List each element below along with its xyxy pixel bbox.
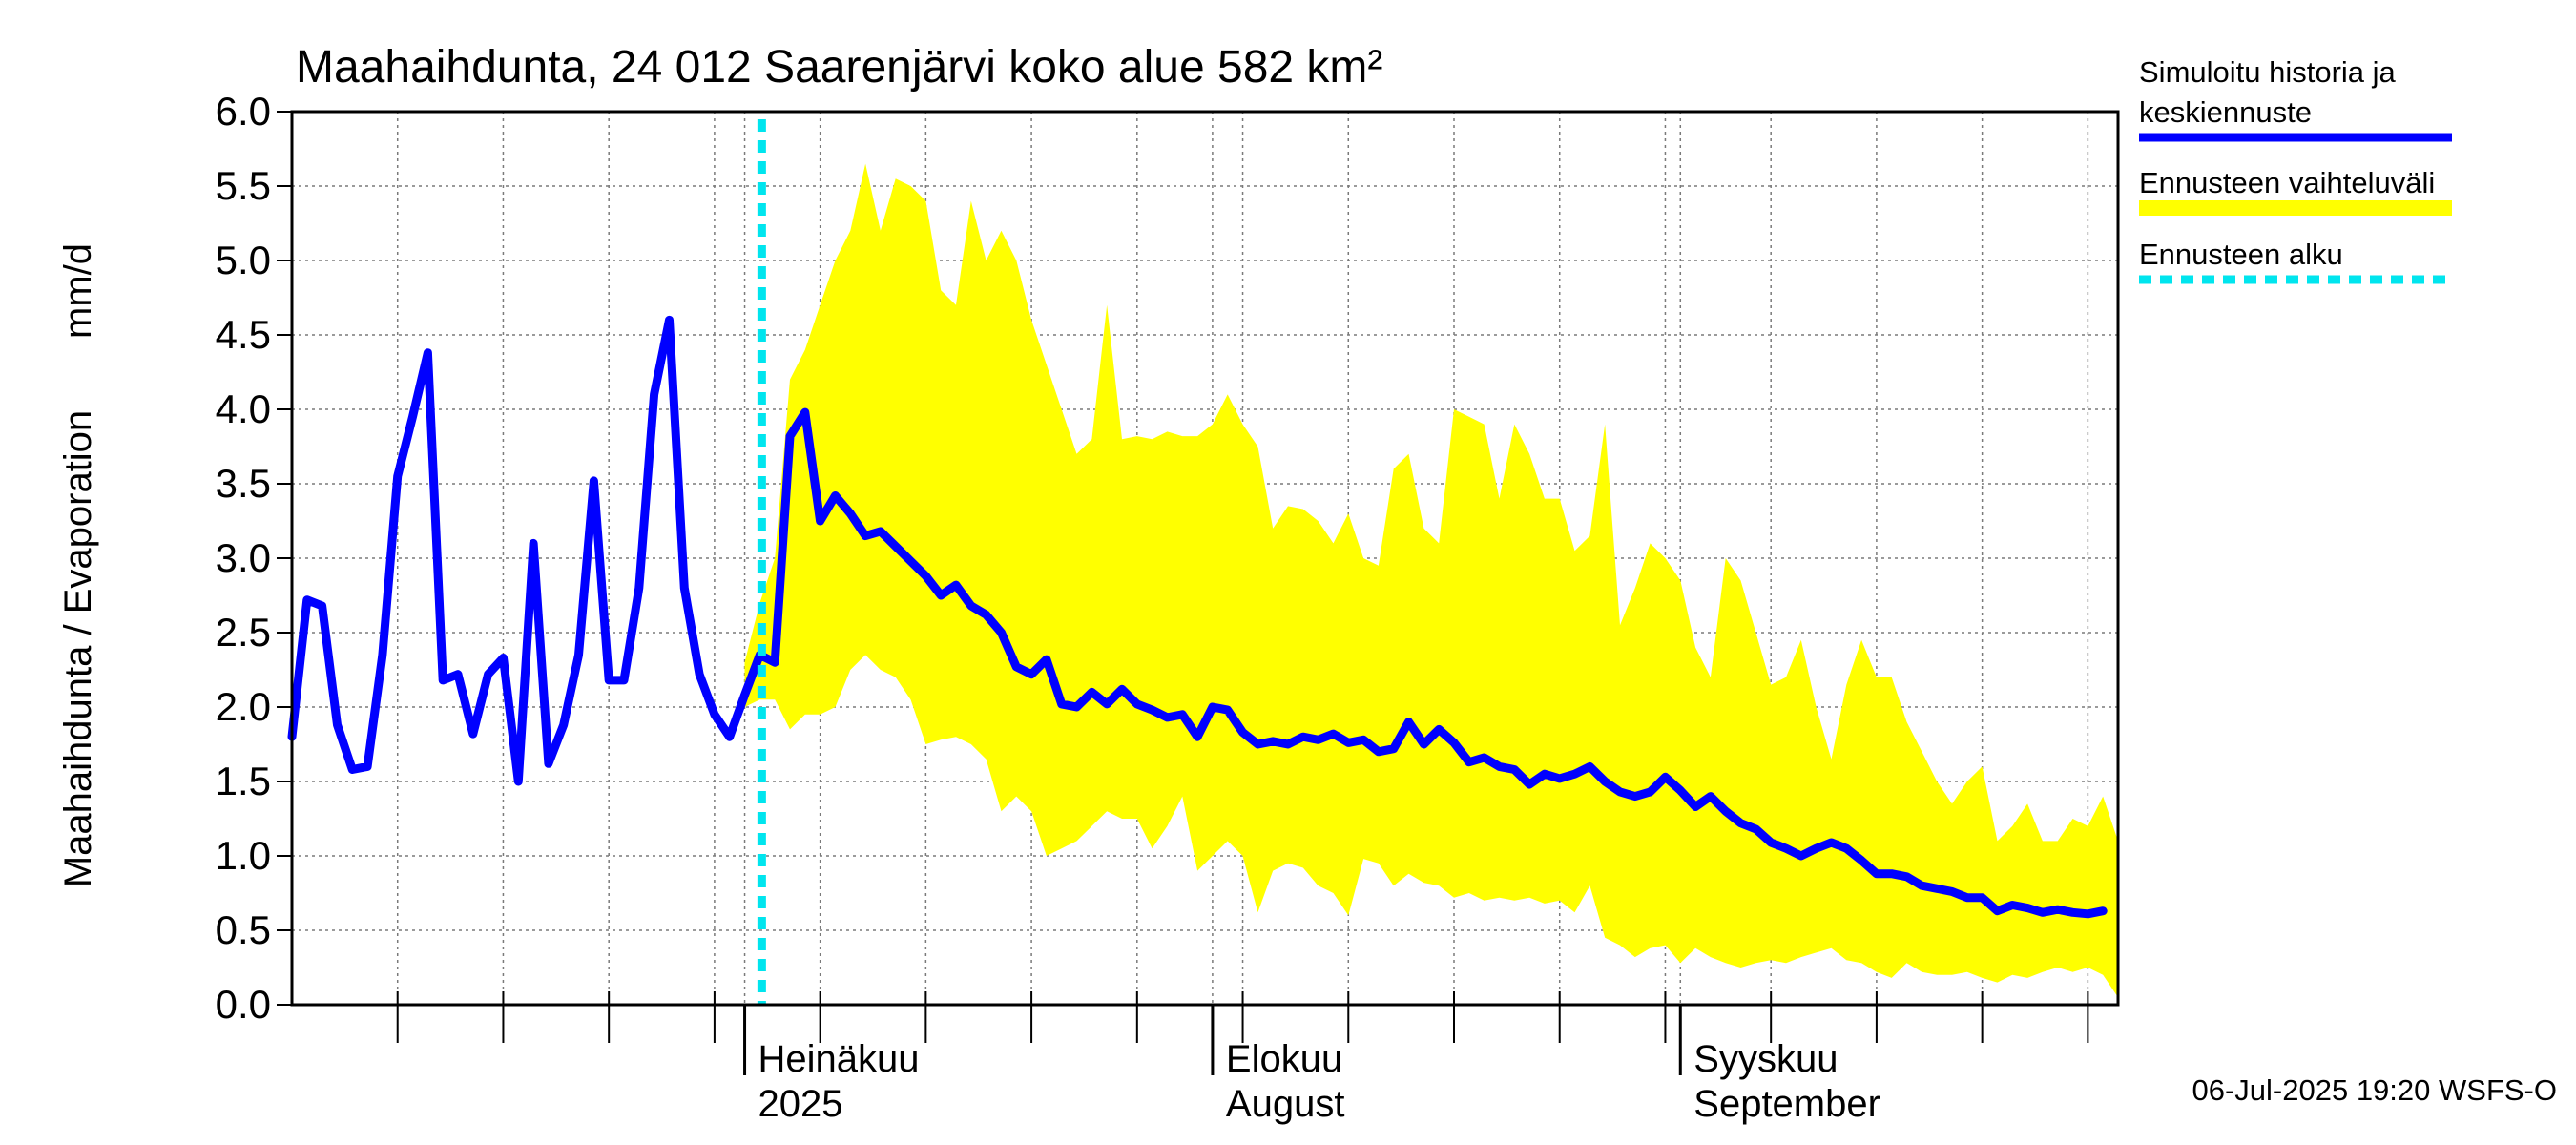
chart-title: Maahaihdunta, 24 012 Saarenjärvi koko al… [296,42,1382,93]
y-tick-label: 0.0 [216,982,271,1027]
plot-area: 0.0 0.5 1.0 1.5 2.0 2.5 3.0 3.5 4.0 4.5 5.0 5.5 6.0 [216,89,2120,1075]
month-label: Elokuu [1226,1038,1342,1080]
legend: Simuloitu historia ja keskiennuste Ennus… [2139,55,2452,284]
y-tick-label: 1.0 [216,833,271,878]
legend-mean-label-line1: Simuloitu historia ja [2139,55,2397,89]
y-axis-label: Maahaihdunta / Evaporation [57,410,99,887]
legend-forecast-label: Ennusteen alku [2139,238,2343,271]
month-label: Heinäkuu [758,1038,920,1080]
y-tick-label: 0.5 [216,907,271,952]
y-tick-label: 2.0 [216,684,271,729]
y-tick-label: 5.5 [216,163,271,208]
y-tick-label: 4.5 [216,312,271,357]
month-label-sub: 2025 [758,1083,843,1125]
month-label-sub: August [1226,1083,1345,1125]
y-tick-label: 5.0 [216,238,271,282]
footer-timestamp: 06-Jul-2025 19:20 WSFS-O [2192,1073,2557,1107]
y-axis-ticks: 0.0 0.5 1.0 1.5 2.0 2.5 3.0 3.5 4.0 4.5 5.0 5.5 6.0 [216,89,292,1027]
y-axis-unit: mm/d [57,243,99,339]
y-tick-label: 2.5 [216,610,271,655]
y-tick-label: 1.5 [216,759,271,803]
month-label: Syyskuu [1693,1038,1838,1080]
y-tick-label: 6.0 [216,89,271,134]
y-tick-label: 3.5 [216,461,271,506]
simulated-mean-line [287,315,2108,919]
x-axis-ticks [396,991,2089,1075]
legend-mean-label-line2: keskiennuste [2139,95,2312,129]
month-label-sub: September [1693,1083,1880,1125]
forecast-range-band [744,163,2118,998]
y-tick-label: 3.0 [216,535,271,580]
legend-range-label: Ennusteen vaihteluväli [2139,166,2435,199]
y-tick-label: 4.0 [216,386,271,431]
